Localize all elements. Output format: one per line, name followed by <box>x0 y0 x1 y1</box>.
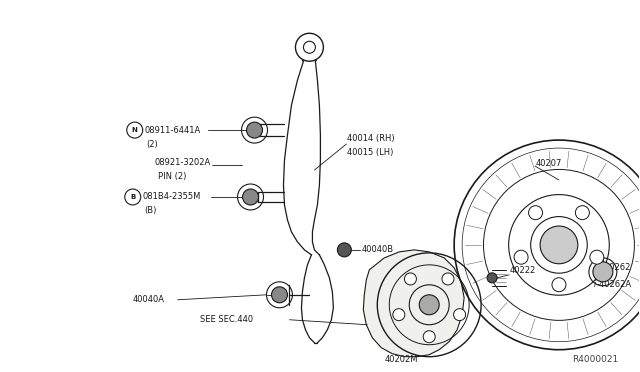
Circle shape <box>529 206 543 219</box>
Circle shape <box>442 273 454 285</box>
Text: 40207: 40207 <box>536 158 563 167</box>
Text: 08921-3202A: 08921-3202A <box>155 158 211 167</box>
Text: N: N <box>132 127 138 133</box>
Circle shape <box>514 250 528 264</box>
Circle shape <box>575 206 589 219</box>
Text: 081B4-2355M: 081B4-2355M <box>143 192 201 202</box>
Text: (B): (B) <box>145 206 157 215</box>
Text: R4000021: R4000021 <box>573 355 619 364</box>
Text: 40015 (LH): 40015 (LH) <box>348 148 394 157</box>
Circle shape <box>423 331 435 343</box>
Circle shape <box>552 278 566 292</box>
Polygon shape <box>364 250 464 357</box>
Text: PIN (2): PIN (2) <box>157 171 186 180</box>
Circle shape <box>246 122 262 138</box>
Circle shape <box>404 273 417 285</box>
Circle shape <box>271 287 287 303</box>
Circle shape <box>487 273 497 283</box>
Text: 40040B: 40040B <box>362 246 394 254</box>
Circle shape <box>593 262 613 282</box>
Circle shape <box>454 309 465 321</box>
Text: 08911-6441A: 08911-6441A <box>145 126 201 135</box>
Text: 40040A: 40040A <box>132 295 164 304</box>
Text: 40014 (RH): 40014 (RH) <box>348 134 395 142</box>
Text: 40222: 40222 <box>510 266 536 275</box>
Text: B: B <box>130 194 136 200</box>
Circle shape <box>419 295 439 315</box>
Circle shape <box>540 226 578 264</box>
Text: SEE SEC.440: SEE SEC.440 <box>200 315 253 324</box>
Circle shape <box>243 189 259 205</box>
Text: -40262A: -40262A <box>597 280 632 289</box>
Circle shape <box>393 309 405 321</box>
Circle shape <box>337 243 351 257</box>
Circle shape <box>590 250 604 264</box>
Text: 40202M: 40202M <box>384 355 418 364</box>
Text: (2): (2) <box>147 140 159 148</box>
Text: 40262: 40262 <box>605 263 631 272</box>
Text: i: i <box>594 280 596 289</box>
